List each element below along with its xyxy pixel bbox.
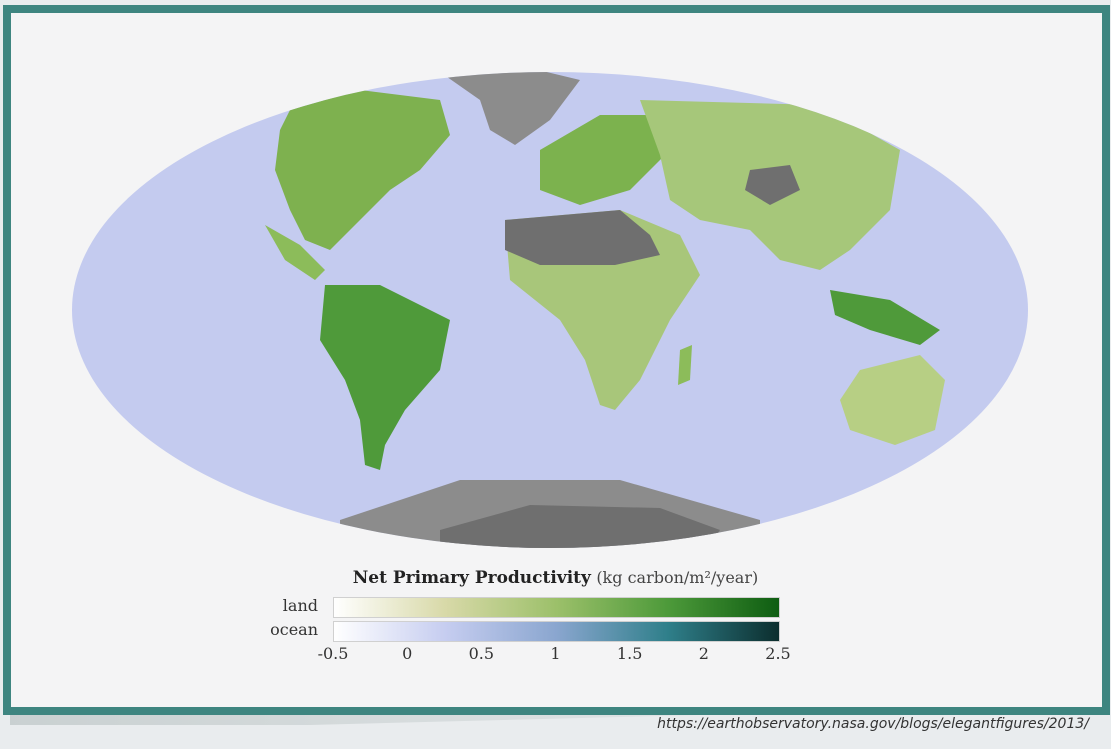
legend-unit: (kg carbon/m²/year) bbox=[596, 568, 759, 587]
legend-ocean-label: ocean bbox=[270, 620, 318, 639]
legend-land-label: land bbox=[282, 596, 318, 615]
southeast-asia bbox=[830, 290, 940, 345]
central-america bbox=[265, 225, 325, 280]
source-url[interactable]: https://earthobservatory.nasa.gov/blogs/… bbox=[657, 716, 1089, 732]
legend-tick: 1 bbox=[550, 644, 561, 663]
europe bbox=[540, 115, 670, 205]
greenland-ice bbox=[440, 72, 580, 145]
legend-tick: 2 bbox=[698, 644, 709, 663]
land-color-bar bbox=[333, 597, 780, 618]
legend-tick: 0 bbox=[402, 644, 413, 663]
legend-title: Net Primary Productivity (kg carbon/m²/y… bbox=[0, 568, 1111, 588]
ocean-color-bar bbox=[333, 621, 780, 642]
north-america bbox=[275, 90, 450, 250]
south-america bbox=[320, 285, 450, 470]
legend-tick: -0.5 bbox=[317, 644, 349, 663]
legend-tick: 1.5 bbox=[616, 644, 643, 663]
madagascar bbox=[678, 345, 692, 385]
map-svg bbox=[72, 72, 1028, 548]
world-map bbox=[60, 60, 1040, 560]
legend-tick: 2.5 bbox=[765, 644, 791, 663]
legend-tick: 0.5 bbox=[468, 644, 495, 663]
legend-title-text: Net Primary Productivity bbox=[352, 568, 591, 588]
australia bbox=[840, 355, 945, 445]
asia-desert bbox=[745, 165, 800, 205]
sahara-desert bbox=[505, 210, 660, 265]
